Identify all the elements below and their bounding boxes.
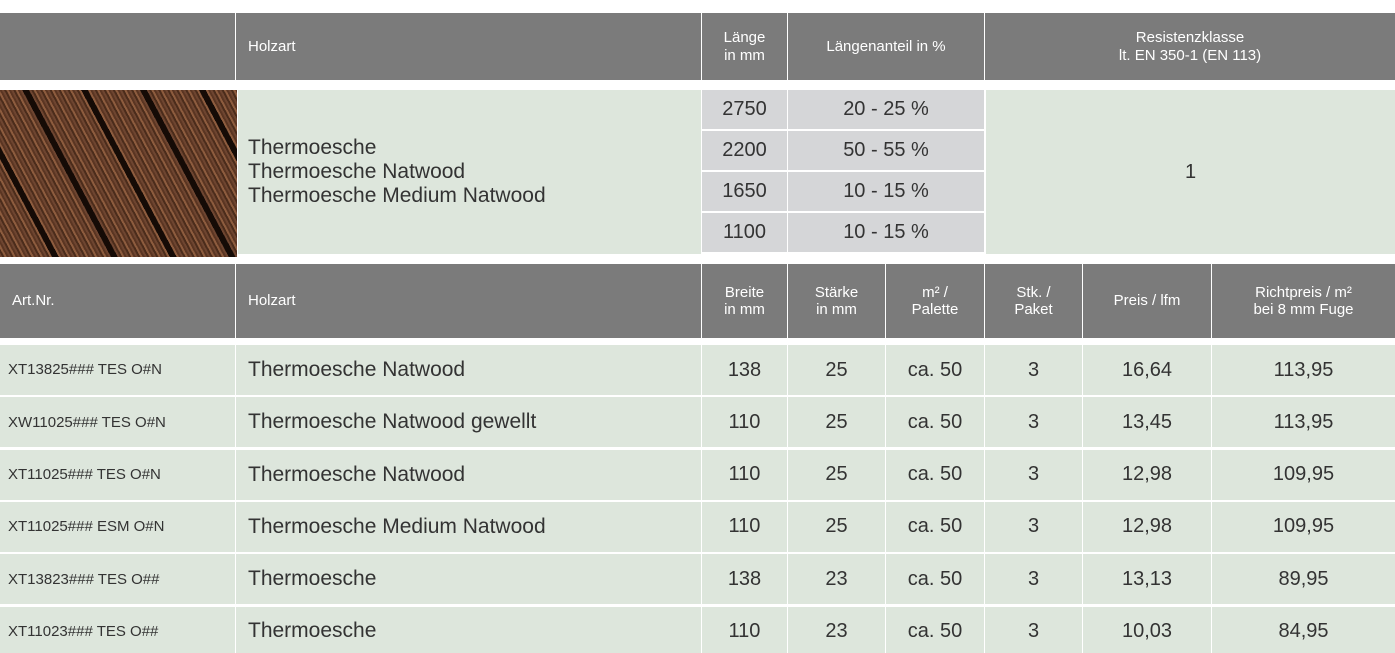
value: ca. 50 bbox=[886, 554, 984, 604]
length: 1100 bbox=[702, 213, 787, 252]
value: 3 bbox=[985, 397, 1082, 447]
value: 3 bbox=[985, 607, 1082, 653]
article-number: XT11025### ESM O#N bbox=[0, 502, 235, 552]
article-number: XT11025### TES O#N bbox=[0, 450, 235, 500]
resistance-class: 1 bbox=[986, 90, 1395, 254]
value: 10,03 bbox=[1083, 607, 1211, 653]
header-cell: m² / Palette bbox=[886, 264, 984, 338]
header-cell: Richtpreis / m² bei 8 mm Fuge bbox=[1212, 264, 1395, 338]
value: 110 bbox=[702, 450, 787, 500]
wood-type: Thermoesche Natwood bbox=[236, 345, 701, 395]
length: 2750 bbox=[702, 90, 787, 129]
value: 16,64 bbox=[1083, 345, 1211, 395]
value: 3 bbox=[985, 345, 1082, 395]
article-number: XW11025### TES O#N bbox=[0, 397, 235, 447]
value: 138 bbox=[702, 345, 787, 395]
length-share: 10 - 15 % bbox=[788, 213, 984, 252]
header-cell: Längenanteil in % bbox=[788, 13, 984, 80]
header-cell: Stk. / Paket bbox=[985, 264, 1082, 338]
wood-type: Thermoesche Medium Natwood bbox=[236, 502, 701, 552]
value: 138 bbox=[702, 554, 787, 604]
value: 89,95 bbox=[1212, 554, 1395, 604]
header-cell: Holzart bbox=[236, 264, 701, 338]
value: ca. 50 bbox=[886, 450, 984, 500]
length: 2200 bbox=[702, 131, 787, 170]
header-cell: Holzart bbox=[236, 13, 701, 80]
value: 25 bbox=[788, 450, 885, 500]
header-cell: Breite in mm bbox=[702, 264, 787, 338]
wood-image bbox=[0, 90, 237, 257]
value: ca. 50 bbox=[886, 502, 984, 552]
value: 13,45 bbox=[1083, 397, 1211, 447]
header-cell: Länge in mm bbox=[702, 13, 787, 80]
value: 109,95 bbox=[1212, 502, 1395, 552]
article-number: XT13823### TES O## bbox=[0, 554, 235, 604]
value: ca. 50 bbox=[886, 345, 984, 395]
value: 113,95 bbox=[1212, 345, 1395, 395]
value: 25 bbox=[788, 502, 885, 552]
length-share: 10 - 15 % bbox=[788, 172, 984, 211]
value: 3 bbox=[985, 554, 1082, 604]
value: 25 bbox=[788, 397, 885, 447]
value: ca. 50 bbox=[886, 607, 984, 653]
value: 110 bbox=[702, 397, 787, 447]
value: 3 bbox=[985, 450, 1082, 500]
value: 3 bbox=[985, 502, 1082, 552]
header-cell: Stärke in mm bbox=[788, 264, 885, 338]
value: 110 bbox=[702, 607, 787, 653]
length: 1650 bbox=[702, 172, 787, 211]
value: 84,95 bbox=[1212, 607, 1395, 653]
wood-types: Thermoesche Thermoesche Natwood Thermoes… bbox=[238, 90, 701, 254]
value: 23 bbox=[788, 607, 885, 653]
value: 12,98 bbox=[1083, 502, 1211, 552]
article-number: XT13825### TES O#N bbox=[0, 345, 235, 395]
value: 12,98 bbox=[1083, 450, 1211, 500]
wood-type: Thermoesche bbox=[236, 607, 701, 653]
value: 109,95 bbox=[1212, 450, 1395, 500]
header-cell bbox=[0, 13, 235, 80]
header-cell: Art.Nr. bbox=[0, 264, 235, 338]
length-share: 50 - 55 % bbox=[788, 131, 984, 170]
value: ca. 50 bbox=[886, 397, 984, 447]
value: 23 bbox=[788, 554, 885, 604]
value: 25 bbox=[788, 345, 885, 395]
wood-type: Thermoesche Natwood gewellt bbox=[236, 397, 701, 447]
price-table: HolzartLänge in mmLängenanteil in %Resis… bbox=[0, 0, 1395, 653]
value: 13,13 bbox=[1083, 554, 1211, 604]
header-cell: Resistenzklasse lt. EN 350-1 (EN 113) bbox=[985, 13, 1395, 80]
header-cell: Preis / lfm bbox=[1083, 264, 1211, 338]
article-number: XT11023### TES O## bbox=[0, 607, 235, 653]
wood-type: Thermoesche Natwood bbox=[236, 450, 701, 500]
value: 113,95 bbox=[1212, 397, 1395, 447]
length-share: 20 - 25 % bbox=[788, 90, 984, 129]
value: 110 bbox=[702, 502, 787, 552]
wood-type: Thermoesche bbox=[236, 554, 701, 604]
